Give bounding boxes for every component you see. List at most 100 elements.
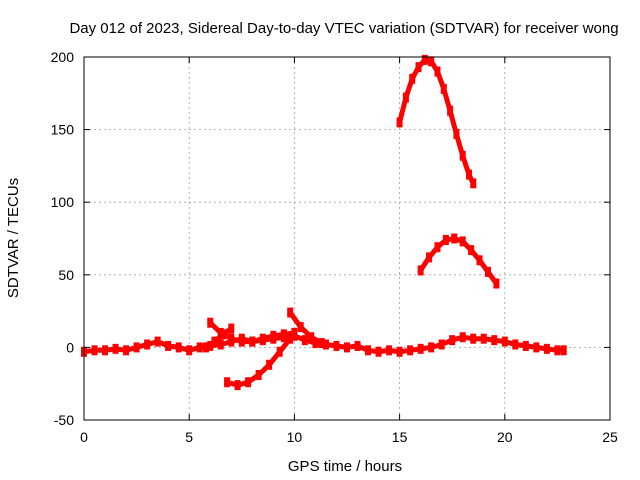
data-point	[301, 335, 308, 346]
data-point	[543, 343, 550, 354]
data-point	[434, 242, 441, 253]
plot-area	[81, 54, 567, 391]
data-point	[417, 343, 424, 354]
data-point	[333, 340, 340, 351]
data-point	[459, 150, 466, 161]
data-point	[228, 333, 235, 344]
data-point	[470, 333, 477, 344]
data-point	[466, 169, 473, 180]
y-tick-label: 100	[51, 194, 75, 210]
y-axis-title: SDTVAR / TECUs	[5, 178, 22, 298]
x-axis-title: GPS time / hours	[288, 458, 402, 475]
data-point	[407, 345, 414, 356]
data-point	[266, 359, 273, 370]
data-point	[415, 62, 422, 73]
data-point	[459, 236, 466, 247]
series-line-arc-f	[418, 236, 499, 286]
data-point	[453, 128, 460, 139]
data-point	[554, 345, 561, 356]
data-point	[501, 336, 508, 347]
data-point	[196, 342, 203, 353]
data-point	[228, 323, 235, 334]
data-point	[484, 266, 491, 277]
data-point	[470, 178, 477, 189]
chart-title: Day 012 of 2023, Sidereal Day-to-day VTE…	[69, 20, 618, 37]
data-point	[322, 339, 329, 350]
data-point	[480, 333, 487, 344]
data-point	[165, 340, 172, 351]
data-point	[375, 346, 382, 357]
data-point	[396, 346, 403, 357]
data-point	[426, 252, 433, 263]
data-point	[245, 377, 252, 388]
y-tick-label: -50	[54, 412, 74, 428]
data-point	[287, 307, 294, 318]
data-point	[112, 343, 119, 354]
series-line-arc-b	[203, 326, 234, 350]
y-tick-label: 150	[51, 122, 75, 138]
data-point	[491, 335, 498, 346]
data-point	[402, 92, 409, 103]
data-point	[354, 340, 361, 351]
data-point	[144, 339, 151, 350]
data-point	[234, 380, 241, 391]
data-point	[493, 278, 500, 289]
y-tick-label: 50	[58, 267, 74, 283]
x-tick-label: 15	[392, 429, 408, 445]
data-point	[417, 265, 424, 276]
x-tick-label: 10	[287, 429, 303, 445]
data-point	[175, 342, 182, 353]
data-point	[318, 338, 325, 349]
data-point	[560, 345, 567, 356]
data-point	[442, 234, 449, 245]
data-point	[217, 339, 224, 350]
data-point	[211, 336, 218, 347]
data-point	[280, 329, 287, 340]
x-tick-label: 5	[185, 429, 193, 445]
data-point	[409, 73, 416, 84]
data-point	[522, 340, 529, 351]
data-point	[421, 54, 428, 65]
data-point	[276, 346, 283, 357]
data-point	[219, 329, 226, 340]
data-point	[308, 332, 315, 343]
data-point	[186, 345, 193, 356]
x-tick-label: 25	[602, 429, 618, 445]
data-point	[270, 330, 277, 341]
data-point	[451, 233, 458, 244]
x-tick-label: 0	[80, 429, 88, 445]
data-point	[438, 339, 445, 350]
data-point	[255, 369, 262, 380]
data-point	[428, 342, 435, 353]
data-point	[512, 339, 519, 350]
data-point	[238, 336, 245, 347]
plot-frame	[83, 56, 611, 421]
data-point	[102, 345, 109, 356]
data-point	[344, 342, 350, 353]
data-point	[533, 342, 540, 353]
data-point	[440, 83, 447, 94]
data-point	[91, 345, 98, 356]
data-point	[468, 245, 475, 256]
x-tick-label: 20	[497, 429, 513, 445]
data-point	[154, 336, 161, 347]
data-point	[224, 377, 231, 388]
y-tick-label: 0	[66, 339, 74, 355]
series-line-arc-c	[287, 310, 325, 346]
data-point	[203, 342, 210, 353]
data-point	[428, 56, 435, 67]
data-point	[447, 105, 454, 116]
data-point	[259, 333, 266, 344]
data-point	[459, 332, 466, 343]
data-point	[312, 338, 319, 349]
data-point	[449, 335, 456, 346]
data-point	[291, 327, 298, 338]
data-point	[476, 255, 483, 266]
data-point	[249, 336, 256, 347]
data-point	[434, 66, 441, 77]
data-point	[386, 345, 393, 356]
data-point	[365, 345, 372, 356]
data-point	[207, 317, 214, 328]
